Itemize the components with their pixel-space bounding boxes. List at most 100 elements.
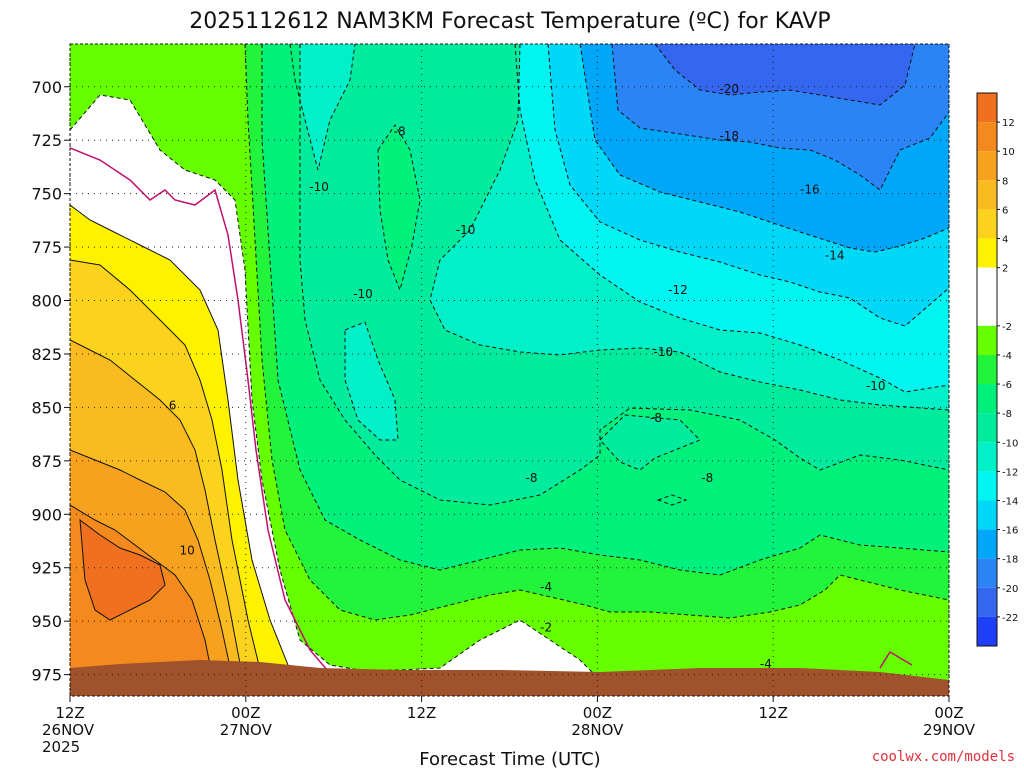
- colorbar-swatch: [977, 354, 997, 385]
- contour-zero-b: [879, 650, 913, 669]
- y-tick-label: 775: [31, 238, 62, 257]
- contour-label: -18: [719, 129, 739, 143]
- credit-link[interactable]: coolwx.com/models: [872, 749, 1015, 765]
- contour-minus12: [514, 44, 949, 393]
- colorbar-label: -14: [1002, 496, 1018, 507]
- colorbar-swatch: [977, 151, 997, 181]
- colorbar-label: -12: [1002, 467, 1018, 478]
- colorbar-swatch: [977, 529, 997, 559]
- colorbar-label: -2: [1002, 322, 1012, 333]
- colorbar-label: -20: [1002, 584, 1018, 595]
- ground-surface: [70, 660, 949, 696]
- colorbar-label: -10: [1002, 438, 1018, 449]
- contour-label: -8: [525, 471, 537, 485]
- contour-minus16: [579, 44, 949, 253]
- colorbar-swatch: [977, 238, 997, 268]
- colorbar-swatch: [977, 209, 997, 239]
- contour-label: -4: [760, 657, 772, 671]
- contour-plus6: [70, 339, 246, 691]
- contour-minus14: [547, 44, 949, 327]
- contour-layer: [70, 44, 949, 691]
- colorbar-label: -4: [1002, 351, 1012, 362]
- contour-minus8-d: [656, 494, 688, 506]
- colorbar-label: 8: [1002, 176, 1008, 187]
- colorbar-swatch: [977, 93, 997, 123]
- y-tick-label: 950: [31, 612, 62, 631]
- y-tick-label: 700: [31, 78, 62, 97]
- contour-plus2: [70, 204, 306, 691]
- x-tick-label: 12Z: [55, 704, 84, 722]
- colorbar-swatch: [977, 558, 997, 588]
- colorbar-swatch: [977, 500, 997, 530]
- colorbar-label: -16: [1002, 526, 1018, 537]
- colorbar-frame: [976, 92, 998, 647]
- colorbar-swatch: [977, 471, 997, 501]
- contour-label: -10: [866, 379, 886, 393]
- contour-plus10: [70, 504, 216, 691]
- colorbar-swatch: [977, 325, 997, 355]
- contour-label: -10: [309, 180, 329, 194]
- x-tick-label: 00Z: [583, 704, 612, 722]
- x-tick-label: 2025: [42, 738, 80, 756]
- contour-plus4: [70, 259, 266, 691]
- chart-title: 2025112612 NAM3KM Forecast Temperature (…: [189, 9, 830, 34]
- colorbar-swatch: [977, 384, 997, 414]
- colorbar: 12 10 8 6 4 2 -2 -4 -6 -8 -10 -12 -14 -16 -18 -20 -22: [976, 92, 1018, 647]
- contour-minus20: [654, 44, 916, 106]
- y-tick-label: 800: [31, 292, 62, 311]
- contour-plus12: [79, 518, 166, 621]
- y-tick-label: 850: [31, 398, 62, 417]
- contour-minus10-c: [289, 44, 356, 171]
- band-minus6-minus8-island: [378, 125, 420, 290]
- y-tick-label: 750: [31, 185, 62, 204]
- contour-minus10-a: [429, 44, 949, 411]
- band-minus10-minus12-pocket: [345, 322, 398, 440]
- contour-minus8-c: [599, 414, 701, 471]
- x-tick-label: 00Z: [934, 704, 963, 722]
- x-tick-label: 26NOV: [42, 721, 95, 739]
- contour-label: -16: [800, 182, 820, 196]
- band-minus2-minus4-lower: [590, 610, 949, 680]
- colorbar-swatch: [977, 180, 997, 210]
- colorbar-label: -8: [1002, 409, 1012, 420]
- colorbar-label: -6: [1002, 380, 1012, 391]
- contour-label: -8: [394, 125, 406, 139]
- band-minus20-minus22: [655, 44, 915, 105]
- colorbar-label: -18: [1002, 555, 1018, 566]
- contour-minus4: [244, 44, 949, 621]
- y-tick-label: 900: [31, 505, 62, 524]
- contour-minus8-b: [377, 124, 421, 292]
- colorbar-label: 12: [1002, 118, 1015, 129]
- y-tick-label: 875: [31, 452, 62, 471]
- temperature-fill-layer: [70, 44, 949, 696]
- colorbar-swatch: [977, 267, 997, 326]
- contour-label: -4: [540, 580, 552, 594]
- contour-plus8: [70, 449, 236, 691]
- y-tick-label: 975: [31, 666, 62, 685]
- band-plus12-plus14: [80, 520, 165, 620]
- contour-label: -10: [353, 287, 373, 301]
- colorbar-swatch: [977, 616, 997, 646]
- band-minus8-minus10-inner: [600, 415, 700, 470]
- contour-label: -14: [825, 249, 845, 263]
- band-minus6-minus8: [240, 44, 949, 695]
- contour-minus8-a: [299, 44, 949, 506]
- band-minus10-minus12-upper: [290, 44, 355, 170]
- x-tick-label: 29NOV: [923, 721, 976, 739]
- contour-label: -2: [540, 621, 552, 635]
- contour-label: -8: [701, 471, 713, 485]
- grid-layer: [69, 44, 950, 696]
- x-tick-label: 12Z: [407, 704, 436, 722]
- colorbar-swatch: [977, 587, 997, 617]
- y-tick-label: 825: [31, 345, 62, 364]
- plot-frame: [69, 43, 950, 697]
- contour-labels: -20 -18 -16 -14 -12 -10 -10 -8 -10 -10 -10 -8 -8 -8 -4…: [169, 82, 886, 671]
- y-tick-label: 925: [31, 559, 62, 578]
- contour-label: -10: [654, 345, 674, 359]
- colorbar-swatch: [977, 413, 997, 443]
- contour-label: 6: [169, 398, 177, 412]
- contour-minus18: [611, 44, 949, 191]
- x-tick-label: 27NOV: [220, 721, 273, 739]
